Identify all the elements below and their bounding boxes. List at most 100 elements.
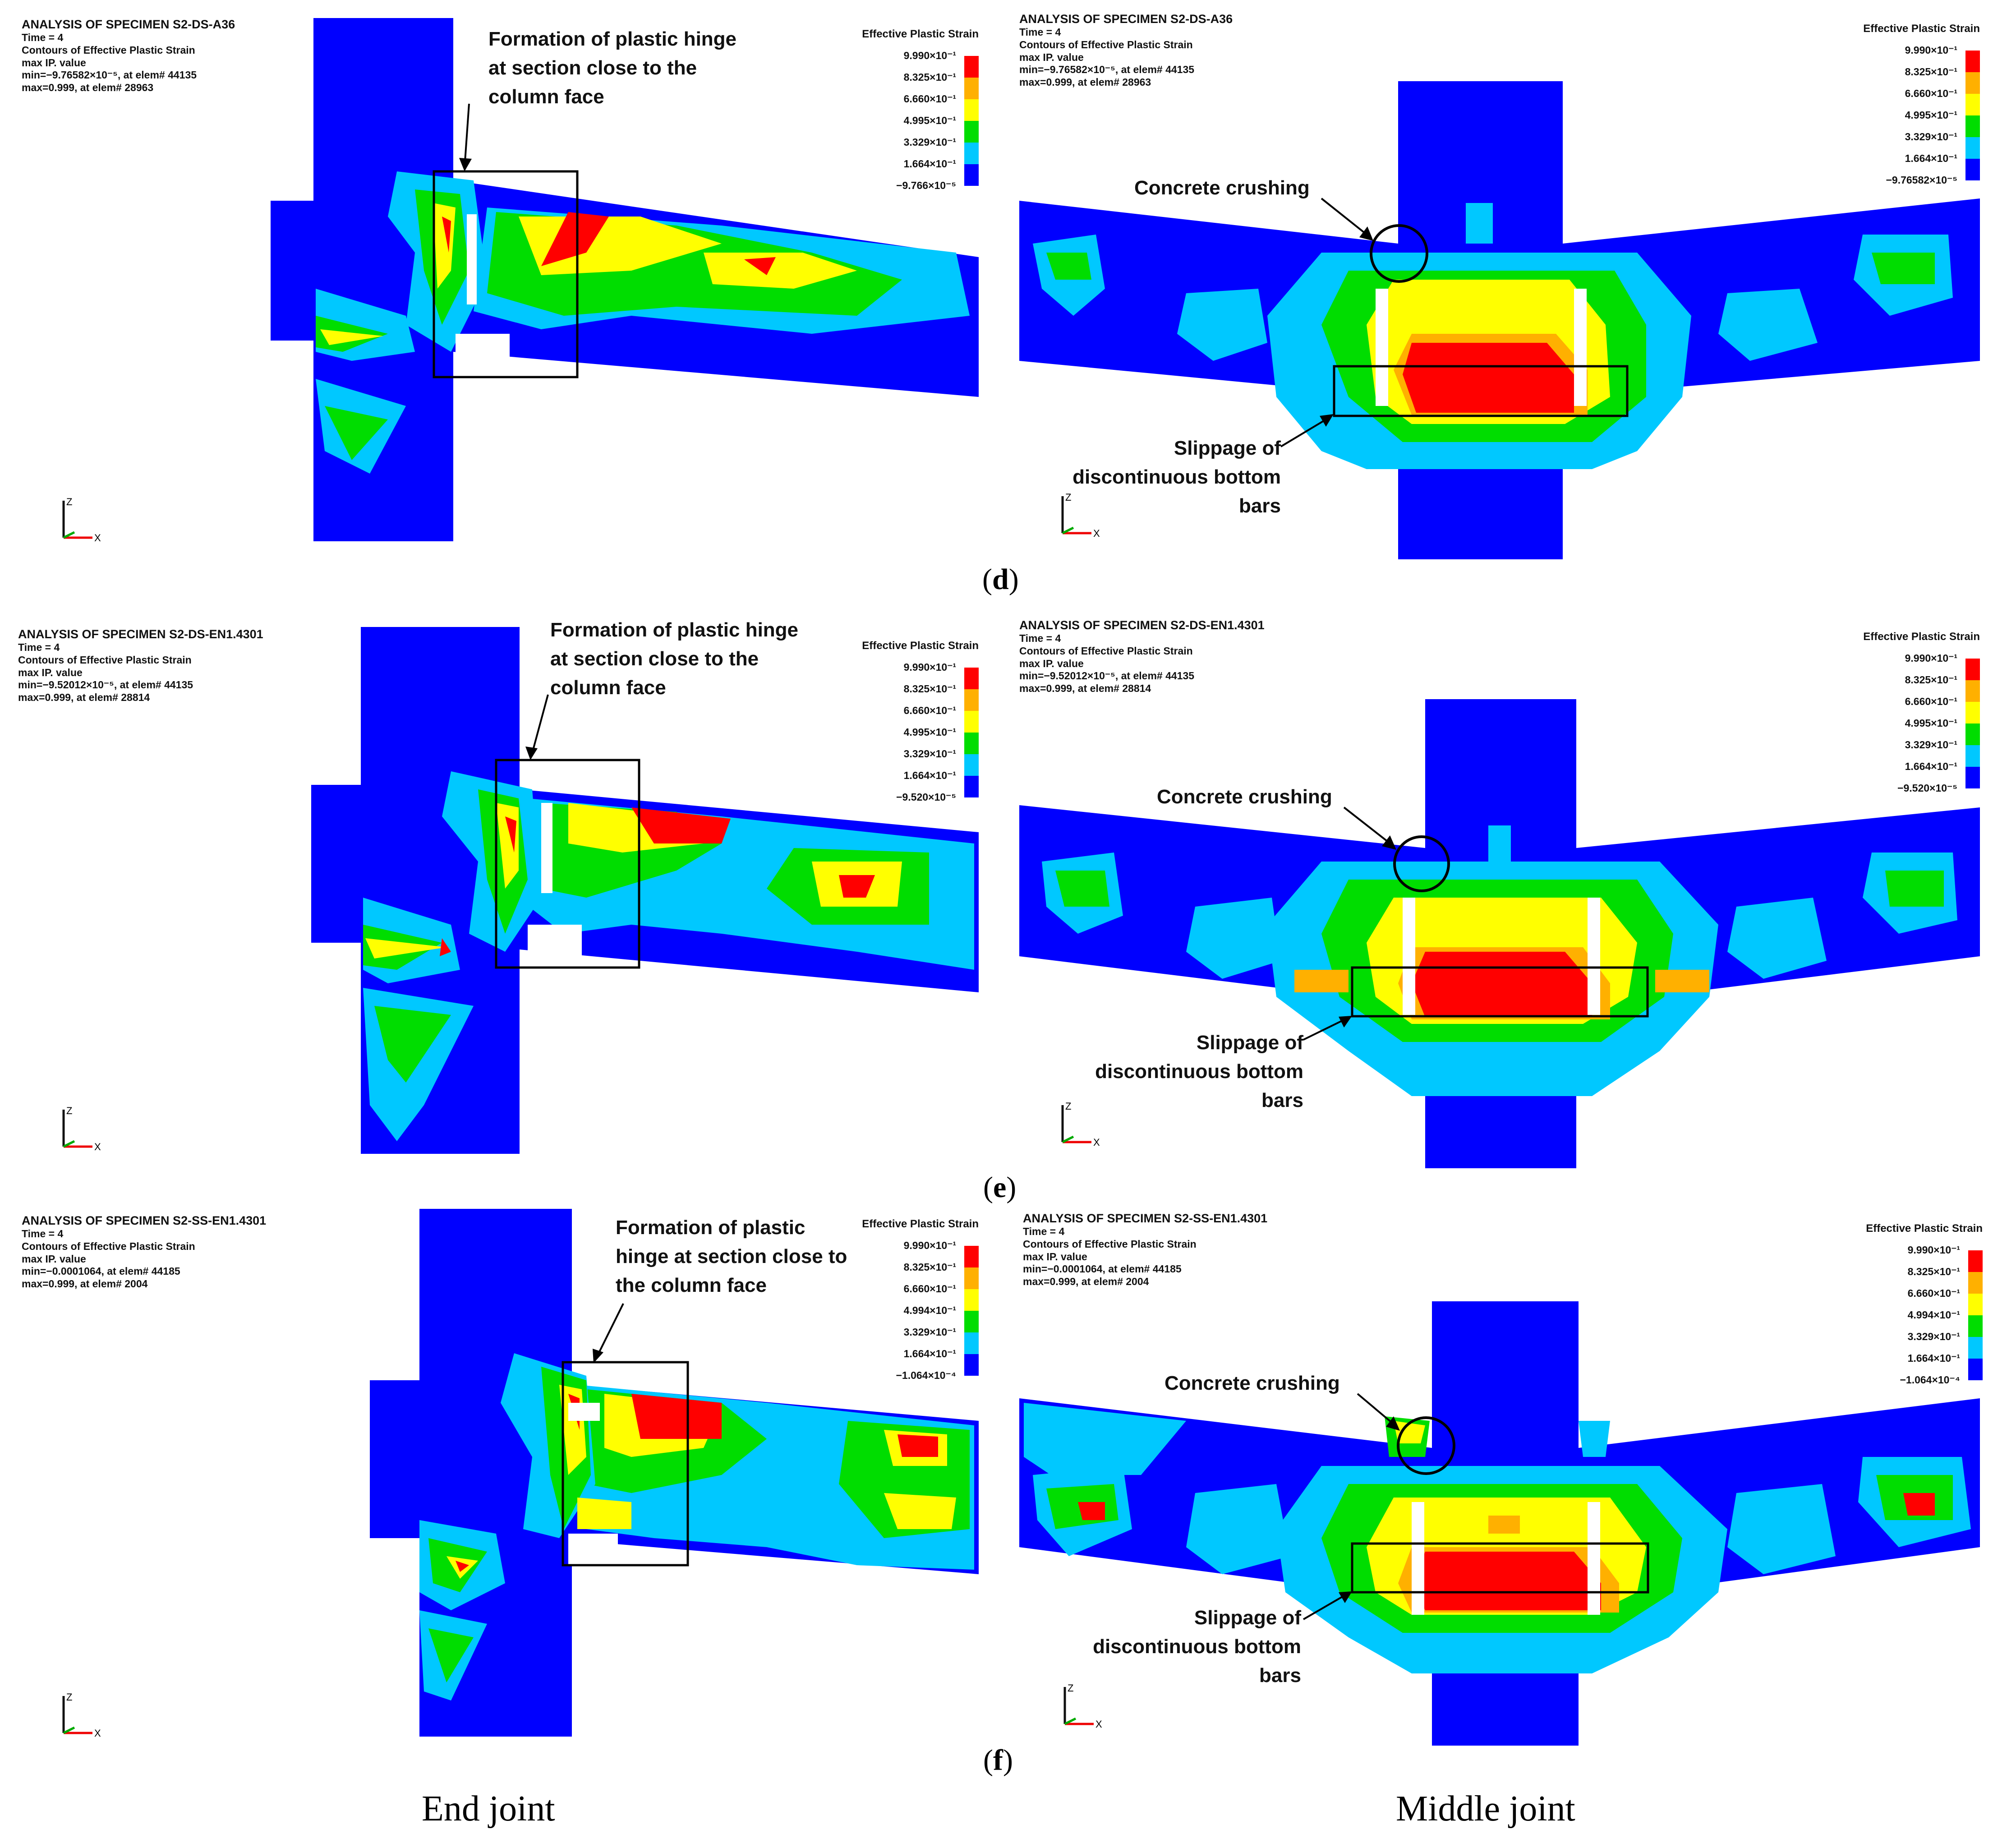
analysis-contours: Contours of Effective Plastic Strain <box>18 654 192 666</box>
analysis-contours: Contours of Effective Plastic Strain <box>1019 38 1193 51</box>
legend-value: 6.660×10⁻¹ <box>903 1283 956 1295</box>
legend-swatch <box>964 776 979 797</box>
legend-swatch <box>964 1311 979 1332</box>
legend-swatch <box>964 164 979 186</box>
axis-z-label: Z <box>1068 1682 1073 1694</box>
analysis-max: max=0.999, at elem# 2004 <box>22 1277 148 1290</box>
legend-value: 1.664×10⁻¹ <box>1905 760 1957 772</box>
legend-value: 9.990×10⁻¹ <box>1905 44 1957 56</box>
concrete-crushing-label: Concrete crushing <box>1134 177 1310 199</box>
legend-value: −9.520×10⁻⁵ <box>896 791 956 803</box>
analysis-maxip: max IP. value <box>1019 657 1084 669</box>
legend-value: 9.990×10⁻¹ <box>903 661 956 673</box>
legend-value: 9.990×10⁻¹ <box>1905 652 1957 664</box>
legend-swatch <box>1968 1250 1983 1272</box>
legend-swatch <box>1968 1272 1983 1294</box>
axis-x-label: X <box>1093 1137 1100 1148</box>
slippage-label: Slippage of discontinuous bottom bars <box>1095 1032 1303 1111</box>
end-joint-label: End joint <box>422 1789 555 1829</box>
legend-value: 6.660×10⁻¹ <box>903 93 956 105</box>
axis-x-label: X <box>94 532 101 544</box>
legend-title: Effective Plastic Strain <box>1866 1222 1983 1235</box>
legend-swatch <box>1965 137 1980 159</box>
analysis-time: Time = 4 <box>1019 26 1061 38</box>
legend-value: 6.660×10⁻¹ <box>903 705 956 716</box>
legend-swatch <box>964 78 979 99</box>
legend-value: 3.329×10⁻¹ <box>1907 1331 1960 1342</box>
legend-value: 9.990×10⁻¹ <box>1907 1244 1960 1256</box>
analysis-max: max=0.999, at elem# 28963 <box>1019 76 1151 88</box>
legend-value: 4.994×10⁻¹ <box>1907 1309 1960 1321</box>
legend-value: 4.995×10⁻¹ <box>1905 109 1957 121</box>
axis-x-label: X <box>1093 528 1100 539</box>
legend-value: 8.325×10⁻¹ <box>903 71 956 83</box>
legend-swatch <box>964 56 979 78</box>
axis-z-label: Z <box>1065 1101 1071 1112</box>
legend-swatch <box>1965 51 1980 72</box>
analysis-time: Time = 4 <box>22 32 64 44</box>
legend-value: 4.995×10⁻¹ <box>903 115 956 126</box>
legend-value: −9.520×10⁻⁵ <box>1897 782 1957 794</box>
legend-title: Effective Plastic Strain <box>862 1218 979 1230</box>
analysis-maxip: max IP. value <box>22 56 86 69</box>
axis-triad: Z X <box>56 496 106 546</box>
legend-swatch <box>1965 159 1980 180</box>
axis-triad: Z X <box>1055 492 1105 541</box>
fe-contour-plot <box>1019 1301 1980 1746</box>
panel-e-end: ANALYSIS OF SPECIMEN S2-DS-EN1.4301 Time… <box>0 609 992 1173</box>
analysis-header: ANALYSIS OF SPECIMEN S2-SS-EN1.4301 Time… <box>1023 1211 1267 1288</box>
concrete-crushing-label: Concrete crushing <box>1165 1372 1340 1394</box>
analysis-contours: Contours of Effective Plastic Strain <box>1019 645 1193 657</box>
legend-swatch <box>964 1289 979 1311</box>
analysis-min: min=−0.0001064, at elem# 44185 <box>22 1265 180 1277</box>
plastic-hinge-label: Formation of plastic hinge at section cl… <box>550 619 799 699</box>
strain-legend: Effective Plastic Strain 9.990×10⁻¹ 8.32… <box>1831 631 1980 794</box>
legend-swatch <box>1965 724 1980 745</box>
analysis-time: Time = 4 <box>18 641 60 654</box>
legend-swatch <box>1965 115 1980 137</box>
legend-value: 9.990×10⁻¹ <box>903 50 956 61</box>
analysis-min: min=−9.52012×10⁻⁵, at elem# 44135 <box>1019 670 1195 682</box>
axis-x-label: X <box>94 1728 101 1739</box>
panel-d-end: ANALYSIS OF SPECIMEN S2-DS-A36 Time = 4 … <box>0 0 992 564</box>
strain-legend: Effective Plastic Strain 9.990×10⁻¹ 8.32… <box>1834 1222 1983 1386</box>
legend-swatch <box>964 1267 979 1289</box>
concrete-crushing-label: Concrete crushing <box>1157 786 1332 808</box>
analysis-max: max=0.999, at elem# 28814 <box>1019 682 1151 694</box>
axis-z-label: Z <box>66 1691 72 1703</box>
legend-swatch <box>964 143 979 164</box>
analysis-title: ANALYSIS OF SPECIMEN S2-DS-EN1.4301 <box>1019 618 1265 632</box>
legend-swatch <box>964 99 979 121</box>
analysis-maxip: max IP. value <box>1023 1250 1087 1263</box>
analysis-min: min=−9.52012×10⁻⁵, at elem# 44135 <box>18 679 193 691</box>
analysis-header: ANALYSIS OF SPECIMEN S2-DS-EN1.4301 Time… <box>18 627 263 704</box>
legend-value: 4.995×10⁻¹ <box>903 726 956 738</box>
legend-value: 6.660×10⁻¹ <box>1905 696 1957 707</box>
legend-value: −1.064×10⁻⁴ <box>896 1369 956 1381</box>
axis-triad: Z X <box>56 1105 106 1155</box>
analysis-title: ANALYSIS OF SPECIMEN S2-SS-EN1.4301 <box>22 1214 267 1227</box>
legend-swatch <box>1965 702 1980 724</box>
legend-value: 8.325×10⁻¹ <box>1905 674 1957 686</box>
legend-swatch <box>964 1246 979 1267</box>
analysis-min: min=−9.76582×10⁻⁵, at elem# 44135 <box>22 69 197 81</box>
legend-swatch <box>1965 767 1980 788</box>
analysis-header: ANALYSIS OF SPECIMEN S2-SS-EN1.4301 Time… <box>22 1213 266 1290</box>
legend-swatch <box>1968 1359 1983 1380</box>
analysis-max: max=0.999, at elem# 28963 <box>22 81 154 93</box>
analysis-min: min=−9.76582×10⁻⁵, at elem# 44135 <box>1019 64 1195 76</box>
legend-swatch <box>1968 1294 1983 1315</box>
legend-swatch <box>964 689 979 711</box>
legend-value: 4.995×10⁻¹ <box>1905 717 1957 729</box>
analysis-title: ANALYSIS OF SPECIMEN S2-DS-A36 <box>22 18 235 31</box>
strain-legend: Effective Plastic Strain 9.990×10⁻¹ 8.32… <box>830 640 979 803</box>
axis-x-label: X <box>1095 1719 1102 1730</box>
fe-contour-plot <box>370 1209 979 1737</box>
analysis-title: ANALYSIS OF SPECIMEN S2-DS-EN1.4301 <box>18 627 263 641</box>
strain-legend: Effective Plastic Strain 9.990×10⁻¹ 8.32… <box>830 28 979 191</box>
caption-e: (e) <box>983 1171 1017 1204</box>
legend-value: 1.664×10⁻¹ <box>903 770 956 781</box>
legend-swatch <box>1965 94 1980 115</box>
legend-value: −9.766×10⁻⁵ <box>896 180 956 191</box>
